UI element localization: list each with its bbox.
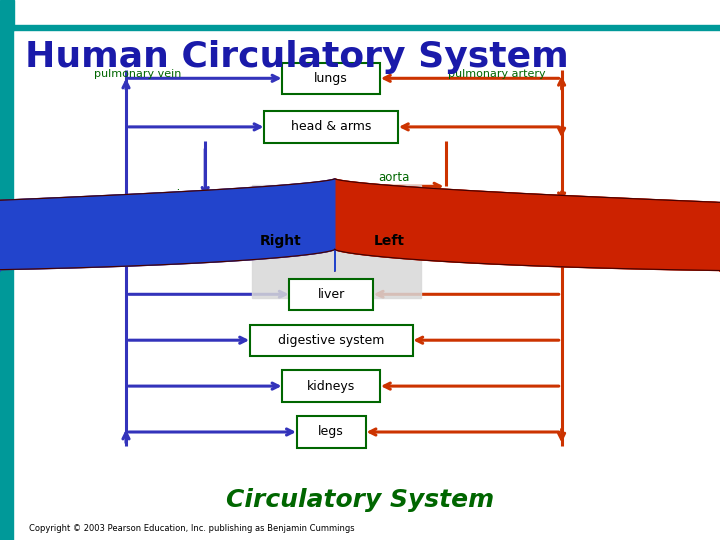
Text: Right: Right	[260, 234, 302, 248]
Text: Left: Left	[373, 234, 405, 248]
Text: Copyright © 2003 Pearson Education, Inc. publishing as Benjamin Cummings: Copyright © 2003 Pearson Education, Inc.…	[29, 524, 354, 532]
Text: digestive system: digestive system	[278, 334, 384, 347]
Bar	[0, 30, 13, 540]
Text: pulmonary vein: pulmonary vein	[94, 69, 181, 79]
Text: main vein: main vein	[158, 189, 217, 202]
FancyBboxPatch shape	[289, 279, 373, 310]
Text: Circulatory System: Circulatory System	[226, 488, 494, 511]
FancyBboxPatch shape	[282, 63, 380, 94]
Text: kidneys: kidneys	[307, 380, 356, 393]
Bar	[0, 0, 14, 30]
FancyBboxPatch shape	[297, 416, 366, 448]
Text: pulmonary artery: pulmonary artery	[448, 69, 546, 79]
Text: lungs: lungs	[315, 72, 348, 85]
Text: legs: legs	[318, 426, 344, 438]
Bar	[0, 25, 720, 30]
Text: Human Circulatory System: Human Circulatory System	[25, 40, 569, 73]
FancyBboxPatch shape	[282, 370, 380, 402]
FancyBboxPatch shape	[264, 111, 398, 143]
FancyBboxPatch shape	[250, 325, 413, 356]
Bar	[252, 185, 421, 298]
Text: liver: liver	[318, 288, 345, 301]
Polygon shape	[0, 179, 720, 272]
Polygon shape	[0, 179, 335, 272]
Text: head & arms: head & arms	[291, 120, 372, 133]
Text: aorta: aorta	[378, 171, 410, 184]
Polygon shape	[335, 179, 720, 272]
